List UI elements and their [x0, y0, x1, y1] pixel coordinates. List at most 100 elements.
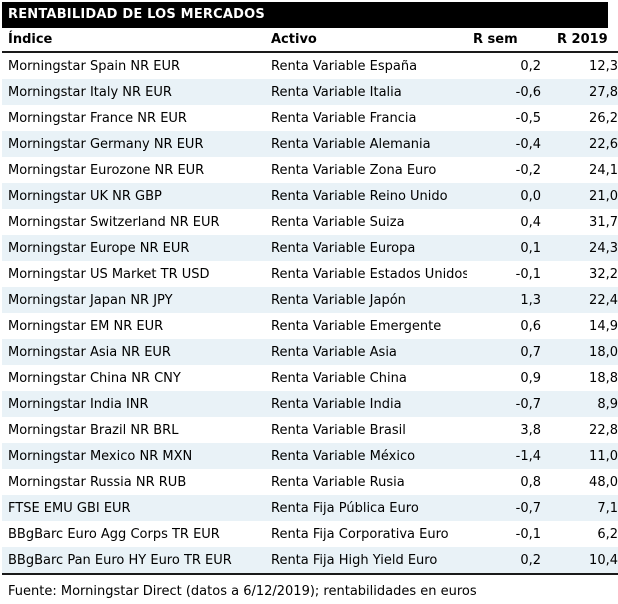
col-header-r-2019: R 2019: [551, 28, 618, 53]
cell-indice: Morningstar Mexico NR MXN: [2, 443, 265, 469]
cell-activo: Renta Variable Italia: [265, 79, 467, 105]
cell-indice: Morningstar Brazil NR BRL: [8, 422, 179, 438]
cell-r-sem: 3,8: [520, 422, 541, 438]
table-title: RENTABILIDAD DE LOS MERCADOS: [8, 7, 265, 22]
cell-r-sem: 0,8: [520, 474, 541, 490]
table-row: Morningstar EM NR EUR Renta Variable Emer…: [2, 313, 618, 339]
cell-indice: BBgBarc Euro Agg Corps TR EUR: [8, 526, 220, 542]
cell-r-2019: 14,9: [589, 318, 618, 334]
cell-indice: Morningstar US Market TR USD: [8, 266, 210, 282]
cell-r-2019: 18,0: [551, 339, 618, 365]
cell-r-2019: 21,0: [551, 183, 618, 209]
col-header-activo: Activo: [265, 28, 467, 53]
cell-indice: Morningstar Germany NR EUR: [2, 131, 265, 157]
cell-r-sem: -0,2: [515, 162, 541, 178]
cell-activo: Renta Fija Corporativa Euro: [271, 526, 449, 542]
cell-r-2019: 7,1: [551, 495, 618, 521]
cell-activo: Renta Variable México: [265, 443, 467, 469]
table-row: Morningstar China NR CNY Renta Variable C…: [2, 365, 618, 391]
cell-activo: Renta Variable Europa: [265, 235, 467, 261]
cell-activo: Renta Fija High Yield Euro: [265, 547, 467, 574]
cell-r-sem: 0,2: [467, 547, 551, 574]
cell-indice: Morningstar Russia NR RUB: [8, 474, 187, 490]
table-header: Índice Activo R sem R 2019: [2, 28, 618, 53]
cell-activo: Renta Variable Estados Unidos: [271, 266, 467, 282]
header-row: Índice Activo R sem R 2019: [2, 28, 618, 53]
cell-indice: Morningstar Japan NR JPY: [2, 287, 265, 313]
table-row: Morningstar US Market TR USD Renta Variab…: [2, 261, 618, 287]
table-body: Morningstar Spain NR EUR Renta Variable E…: [2, 52, 618, 574]
cell-indice: Morningstar Eurozone NR EUR: [8, 162, 205, 178]
col-header-r-sem: R sem: [467, 28, 551, 53]
cell-indice: Morningstar India INR: [2, 391, 265, 417]
cell-activo: Renta Variable Francia: [271, 110, 417, 126]
cell-activo: Renta Variable Emergente: [271, 318, 442, 334]
cell-indice: Morningstar Italy NR EUR: [2, 79, 265, 105]
cell-r-sem: 0,1: [467, 235, 551, 261]
cell-r-2019: 22,6: [551, 131, 618, 157]
table-row: Morningstar Russia NR RUB Renta Variable …: [2, 469, 618, 495]
cell-r-2019: 18,8: [589, 370, 618, 386]
cell-r-sem: 0,7: [467, 339, 551, 365]
cell-r-sem: 0,6: [520, 318, 541, 334]
cell-activo: Renta Variable Rusia: [271, 474, 405, 490]
cell-indice: Morningstar France NR EUR: [8, 110, 187, 126]
cell-r-2019: 24,1: [589, 162, 618, 178]
cell-r-sem: 0,0: [467, 183, 551, 209]
cell-r-sem: 0,2: [520, 58, 541, 74]
cell-indice: BBgBarc Pan Euro HY Euro TR EUR: [2, 547, 265, 574]
table-row: BBgBarc Euro Agg Corps TR EUR Renta Fija …: [2, 521, 618, 547]
table-row: Morningstar Mexico NR MXN Renta Variable …: [2, 443, 618, 469]
cell-indice: Morningstar Switzerland NR EUR: [8, 214, 220, 230]
table-row: Morningstar Spain NR EUR Renta Variable E…: [2, 52, 618, 79]
cell-r-sem: -0,6: [467, 79, 551, 105]
table-row: Morningstar Italy NR EUR Renta Variable I…: [2, 79, 618, 105]
cell-indice: Morningstar EM NR EUR: [8, 318, 164, 334]
cell-activo: Renta Variable España: [271, 58, 418, 74]
cell-r-sem: -0,4: [467, 131, 551, 157]
table-row: FTSE EMU GBI EUR Renta Fija Pública Euro -…: [2, 495, 618, 521]
cell-r-sem: -0,7: [467, 391, 551, 417]
cell-r-2019: 27,8: [551, 79, 618, 105]
cell-r-2019: 24,3: [551, 235, 618, 261]
cell-indice: FTSE EMU GBI EUR: [2, 495, 265, 521]
cell-r-sem: -0,5: [515, 110, 541, 126]
cell-r-2019: 22,4: [551, 287, 618, 313]
table-row: Morningstar Europe NR EUR Renta Variable …: [2, 235, 618, 261]
cell-activo: Renta Variable Japón: [265, 287, 467, 313]
cell-r-2019: 22,8: [589, 422, 618, 438]
cell-r-2019: 31,7: [589, 214, 618, 230]
source-note: Fuente: Morningstar Direct (datos a 6/12…: [8, 584, 477, 599]
cell-r-sem: -1,4: [467, 443, 551, 469]
cell-activo: Renta Variable Brasil: [271, 422, 406, 438]
cell-activo: Renta Variable Reino Unido: [265, 183, 467, 209]
table-row: Morningstar India INR Renta Variable Indi…: [2, 391, 618, 417]
cell-r-2019: 26,2: [589, 110, 618, 126]
table-row: Morningstar Japan NR JPY Renta Variable J…: [2, 287, 618, 313]
cell-activo: Renta Variable India: [265, 391, 467, 417]
cell-r-2019: 10,4: [551, 547, 618, 574]
col-header-indice: Índice: [2, 28, 265, 53]
table-row: Morningstar Germany NR EUR Renta Variable…: [2, 131, 618, 157]
cell-r-2019: 12,3: [589, 58, 618, 74]
cell-r-2019: 8,9: [551, 391, 618, 417]
cell-activo: Renta Variable Alemania: [265, 131, 467, 157]
cell-activo: Renta Variable Asia: [265, 339, 467, 365]
cell-indice: Morningstar UK NR GBP: [2, 183, 265, 209]
cell-r-2019: 11,0: [551, 443, 618, 469]
cell-indice: Morningstar Europe NR EUR: [2, 235, 265, 261]
cell-indice: Morningstar Asia NR EUR: [2, 339, 265, 365]
cell-r-2019: 6,2: [597, 526, 618, 542]
table-title-bar: RENTABILIDAD DE LOS MERCADOS: [2, 2, 608, 28]
table-row: Morningstar Switzerland NR EUR Renta Vari…: [2, 209, 618, 235]
cell-indice: Morningstar Spain NR EUR: [8, 58, 181, 74]
cell-r-sem: -0,1: [515, 526, 541, 542]
table-row: Morningstar Brazil NR BRL Renta Variable …: [2, 417, 618, 443]
table-row: Morningstar UK NR GBP Renta Variable Rein…: [2, 183, 618, 209]
cell-activo: Renta Variable Zona Euro: [271, 162, 437, 178]
cell-r-2019: 32,2: [589, 266, 618, 282]
cell-r-sem: 0,9: [520, 370, 541, 386]
cell-activo: Renta Variable China: [271, 370, 407, 386]
cell-activo: Renta Variable Suiza: [271, 214, 405, 230]
